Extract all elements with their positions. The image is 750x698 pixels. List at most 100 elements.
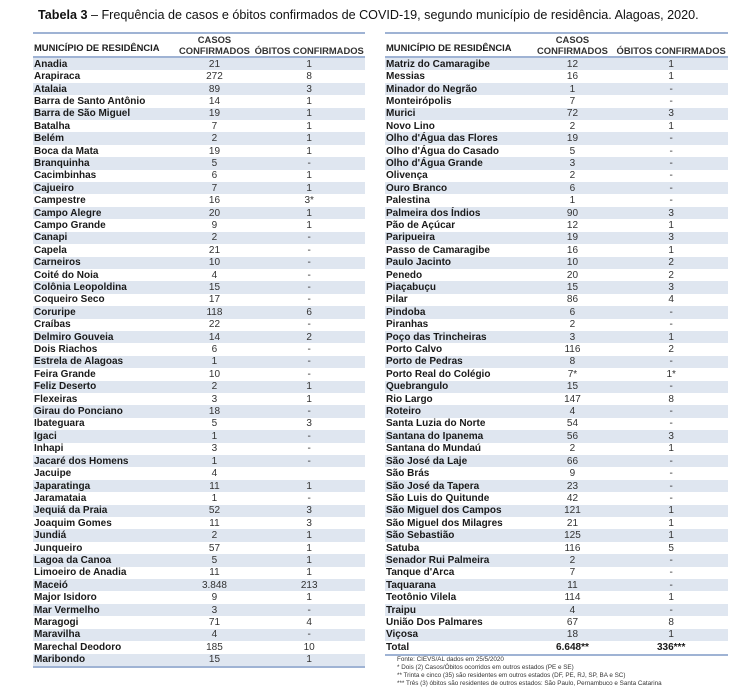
casos-cell: 22 xyxy=(208,319,221,331)
municipio-cell: Olivença xyxy=(386,170,428,182)
table-row: Feliz Deserto 2 1 xyxy=(33,380,365,393)
municipio-cell: Campo Grande xyxy=(34,219,106,231)
casos-cell: 4 xyxy=(569,406,576,418)
municipio-cell: Dois Riachos xyxy=(34,344,98,356)
casos-cell: 16 xyxy=(566,244,579,256)
casos-cell: 272 xyxy=(206,71,223,83)
header-casos: CASOS CONFIRMADOS xyxy=(179,34,250,56)
obitos-cell: - xyxy=(307,244,311,256)
municipio-cell: Jundiá xyxy=(34,530,67,542)
municipio-cell: Maragogi xyxy=(34,616,79,628)
municipio-cell: Coqueiro Seco xyxy=(34,294,105,306)
obitos-cell: 8 xyxy=(668,616,674,628)
obitos-cell: 3 xyxy=(306,418,312,430)
total-obitos: 336*** xyxy=(656,641,686,653)
table-row: Barra de Santo Antônio 14 1 xyxy=(33,95,365,107)
casos-cell: 3 xyxy=(211,443,218,455)
municipio-cell: Pão de Açúcar xyxy=(386,219,456,231)
obitos-cell: - xyxy=(669,319,673,331)
municipio-cell: Ouro Branco xyxy=(386,182,448,194)
municipio-cell: Marechal Deodoro xyxy=(34,641,122,653)
obitos-cell: 1 xyxy=(306,554,312,566)
casos-cell: 9 xyxy=(569,468,576,480)
obitos-cell: 2 xyxy=(306,331,312,343)
obitos-cell: 3 xyxy=(668,430,674,442)
footnote-1: * Dois (2) Casos/Óbitos ocorridos em out… xyxy=(397,664,574,671)
table-row: Arapiraca 272 8 xyxy=(33,70,365,82)
obitos-cell: 1 xyxy=(668,219,674,231)
table-row: Maribondo 15 1 xyxy=(33,653,365,666)
obitos-cell: 2 xyxy=(668,257,674,269)
header-municipio: MUNICÍPIO DE RESIDÊNCIA xyxy=(386,42,512,53)
casos-cell: 7 xyxy=(569,95,576,107)
municipio-cell: Jequiá da Praia xyxy=(34,505,108,517)
table-row: Messias 16 1 xyxy=(385,70,728,82)
casos-cell: 90 xyxy=(566,207,579,219)
obitos-cell: 8 xyxy=(306,71,312,83)
table-row: Feira Grande 10 - xyxy=(33,368,365,380)
casos-cell: 19 xyxy=(208,145,221,157)
table-row: Senador Rui Palmeira 2 - xyxy=(385,554,728,567)
obitos-cell: 1 xyxy=(306,542,312,554)
table-row: Campo Grande 9 1 xyxy=(33,219,365,231)
table-row: Jacuipe 4 xyxy=(33,467,365,479)
casos-cell: 7 xyxy=(211,182,218,194)
obitos-cell: - xyxy=(307,629,311,641)
obitos-cell: 1 xyxy=(668,530,674,542)
obitos-cell: 1 xyxy=(306,393,312,405)
casos-cell: 1 xyxy=(211,356,218,368)
obitos-cell: - xyxy=(307,257,311,269)
table-row: Barra de São Miguel 19 1 xyxy=(33,107,365,121)
table-left: MUNICÍPIO DE RESIDÊNCIA CASOS CONFIRMADO… xyxy=(33,32,365,668)
casos-cell: 10 xyxy=(208,368,221,380)
municipio-cell: Palestina xyxy=(386,195,430,207)
obitos-cell: 1 xyxy=(668,629,674,641)
municipio-cell: Colônia Leopoldina xyxy=(34,282,127,294)
table-row: São Miguel dos Milagres 21 1 xyxy=(385,517,728,529)
municipio-cell: Santana do Ipanema xyxy=(386,430,484,442)
municipio-cell: Piranhas xyxy=(386,319,429,331)
casos-cell: 21 xyxy=(208,58,221,70)
casos-cell: 147 xyxy=(564,393,581,405)
obitos-cell: - xyxy=(669,95,673,107)
casos-cell: 19 xyxy=(208,108,221,120)
obitos-cell: 1 xyxy=(306,567,312,579)
footnote-3: *** Três (3) óbitos são residentes de ou… xyxy=(397,680,662,687)
municipio-cell: São Brás xyxy=(386,468,430,480)
table-row: Monteirópolis 7 - xyxy=(385,95,728,107)
table-body: Anadia 21 1 Arapiraca 272 8 Atalaia 89 3 Barra de… xyxy=(33,58,365,666)
municipio-cell: Maravilha xyxy=(34,629,81,641)
municipio-cell: Santana do Mundaú xyxy=(386,443,481,455)
table-row: Jequiá da Praia 52 3 xyxy=(33,504,365,518)
table-row: Jacaré dos Homens 1 - xyxy=(33,455,365,468)
casos-cell: 3 xyxy=(569,157,576,169)
casos-cell: 6 xyxy=(211,344,218,356)
obitos-cell: 1 xyxy=(306,654,312,666)
casos-cell: 42 xyxy=(566,492,579,504)
municipio-cell: Penedo xyxy=(386,269,423,281)
table-row: Matriz do Camaragibe 12 1 xyxy=(385,58,728,71)
table-row: Pão de Açúcar 12 1 xyxy=(385,219,728,231)
total-row: Total 6.648** 336*** xyxy=(385,641,728,653)
municipio-cell: Passo de Camaragibe xyxy=(386,244,490,256)
casos-cell: 72 xyxy=(566,108,579,120)
municipio-cell: Branquinha xyxy=(34,157,90,169)
municipio-cell: Mar Vermelho xyxy=(34,604,100,616)
casos-cell: 116 xyxy=(564,542,581,554)
casos-cell: 185 xyxy=(206,641,223,653)
table-row: Murici 72 3 xyxy=(385,107,728,121)
obitos-cell: 1 xyxy=(306,530,312,542)
casos-cell: 9 xyxy=(211,592,218,604)
table-row: Delmiro Gouveia 14 2 xyxy=(33,330,365,344)
table-row: Maravilha 4 - xyxy=(33,628,365,642)
casos-cell: 18 xyxy=(566,629,579,641)
obitos-cell: 3* xyxy=(304,195,314,207)
municipio-cell: Cajueiro xyxy=(34,182,75,194)
casos-cell: 18 xyxy=(208,406,221,418)
municipio-cell: Jacaré dos Homens xyxy=(34,455,129,467)
table-row: Coqueiro Seco 17 - xyxy=(33,294,365,306)
obitos-cell: 3 xyxy=(668,282,674,294)
table-row: São José da Laje 66 - xyxy=(385,455,728,468)
table-body: Matriz do Camaragibe 12 1 Messias 16 1 Minador… xyxy=(385,58,728,642)
casos-cell: 1 xyxy=(211,455,218,467)
